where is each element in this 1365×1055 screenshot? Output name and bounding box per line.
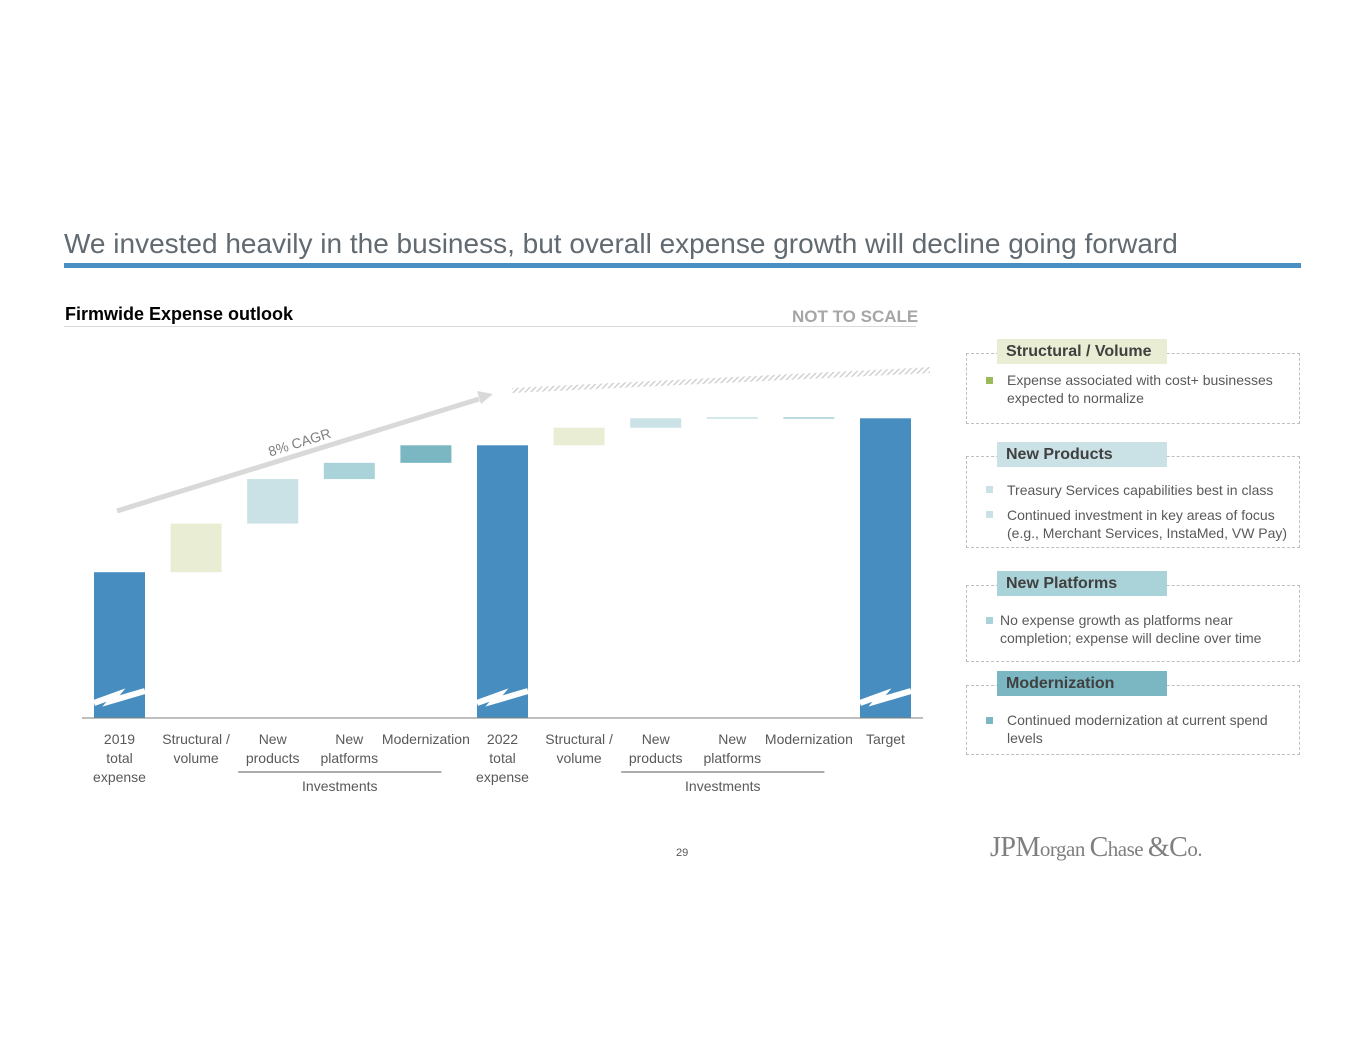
- title-rule: [64, 263, 1301, 268]
- category-label: Target: [866, 731, 905, 747]
- legend-tag: Modernization: [997, 671, 1167, 696]
- category-label: Structural /: [162, 731, 230, 747]
- legend-bullet: [986, 511, 993, 518]
- group-label: Investments: [685, 778, 760, 794]
- category-label: New: [335, 731, 364, 747]
- category-label: New: [718, 731, 747, 747]
- category-label: Structural /: [545, 731, 613, 747]
- outlook-hatched-arrow: [512, 367, 930, 393]
- legend-new-platforms: New Platforms No expense growth as platf…: [966, 571, 1300, 662]
- legend-bullet: [986, 717, 993, 724]
- category-label: products: [246, 750, 300, 766]
- jpmorgan-chase-logo: JPMorgan Chase &Co.: [990, 832, 1203, 863]
- delta-bar: [247, 479, 299, 524]
- legend-item: Continued investment in key areas of foc…: [1007, 507, 1288, 541]
- legend-tag: New Products: [997, 442, 1167, 467]
- waterfall-chart: 2019 total expense Structural / volume New pro…: [82, 367, 930, 794]
- legend-tag: New Platforms: [997, 571, 1167, 596]
- category-label: Modernization: [765, 731, 853, 747]
- axis-break-mark: [475, 688, 529, 707]
- category-label: expense: [476, 769, 529, 785]
- legend-tag: Structural / Volume: [997, 339, 1167, 364]
- page-number: 29: [676, 847, 689, 859]
- category-label: Modernization: [382, 731, 470, 747]
- category-label: New: [259, 731, 288, 747]
- legend-new-products: New Products Treasury Services capabilit…: [966, 442, 1300, 548]
- total-bar: [477, 445, 528, 718]
- total-bar: [860, 418, 911, 718]
- category-label: total: [106, 750, 132, 766]
- category-label: 2019: [104, 731, 135, 747]
- chart-heading: Firmwide Expense outlook: [65, 304, 294, 324]
- delta-bar: [630, 418, 682, 428]
- legend-bullet: [986, 377, 993, 384]
- legend-item: Expense associated with cost+ businesses…: [1007, 372, 1273, 406]
- category-label: volume: [174, 750, 219, 766]
- delta-bar: [170, 523, 222, 573]
- category-label: expense: [93, 769, 146, 785]
- cagr-arrow-line: [116, 396, 480, 514]
- axis-break-mark: [92, 688, 146, 707]
- not-to-scale-note: NOT TO SCALE: [792, 307, 919, 326]
- legend-bullet: [986, 486, 993, 493]
- category-label: 2022: [487, 731, 518, 747]
- delta-bar: [706, 417, 758, 419]
- category-label: platforms: [321, 750, 379, 766]
- slide-title: We invested heavily in the business, but…: [64, 228, 1178, 259]
- category-label: New: [642, 731, 671, 747]
- legend-modernization: Modernization Continued modernization at…: [966, 671, 1300, 755]
- axis-break-mark: [858, 688, 912, 707]
- delta-bar: [400, 445, 452, 463]
- cagr-arrow-head: [477, 391, 493, 404]
- delta-bar: [323, 462, 375, 480]
- group-label: Investments: [302, 778, 377, 794]
- delta-bar: [553, 427, 605, 446]
- category-label: total: [489, 750, 515, 766]
- category-label: platforms: [704, 750, 762, 766]
- heading-rule: [64, 326, 916, 327]
- category-label: volume: [557, 750, 602, 766]
- legend-bullet: [986, 617, 993, 624]
- delta-bar: [783, 417, 835, 419]
- legend-structural-volume: Structural / Volume Expense associated w…: [966, 339, 1300, 424]
- legend-item: No expense growth as platforms near compl…: [1000, 612, 1262, 646]
- legend-item: Treasury Services capabilities best in c…: [1007, 482, 1274, 498]
- category-label: products: [629, 750, 683, 766]
- legend-item: Continued modernization at current spend…: [1007, 712, 1268, 746]
